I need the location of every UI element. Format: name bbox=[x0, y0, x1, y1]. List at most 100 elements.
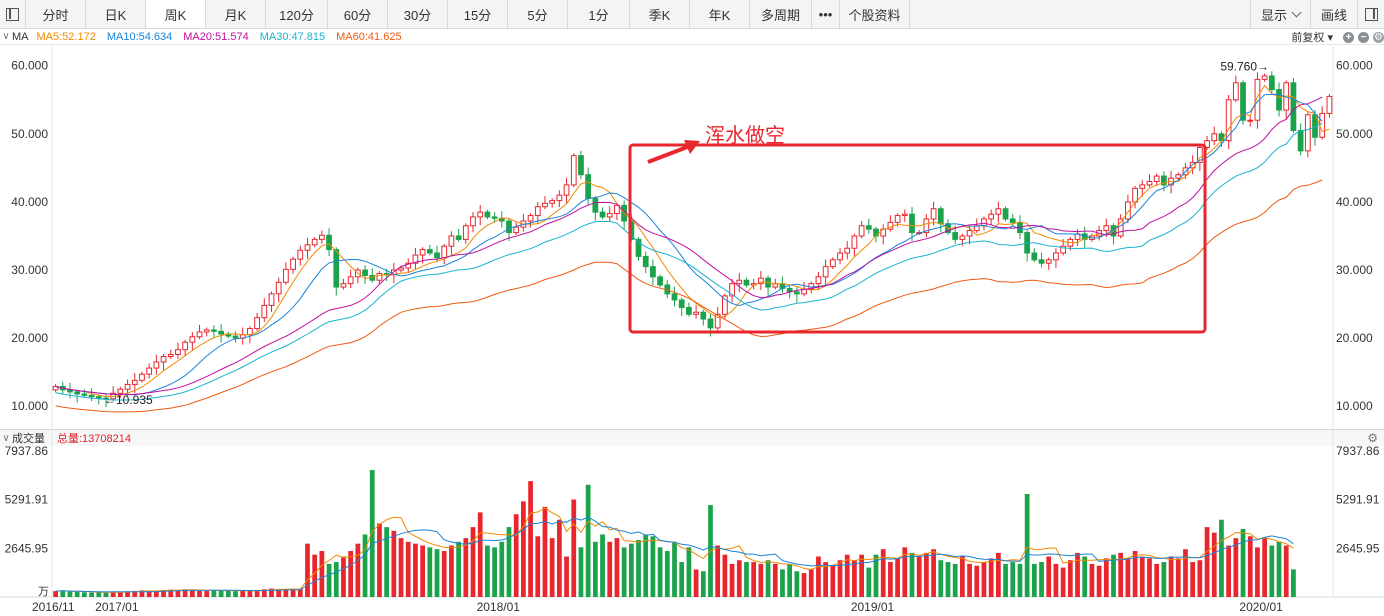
volume-bar bbox=[1175, 558, 1181, 597]
tab-9[interactable]: 1分 bbox=[568, 0, 630, 28]
candle-body bbox=[693, 311, 699, 315]
volume-bar bbox=[312, 554, 318, 597]
tab-7[interactable]: 15分 bbox=[448, 0, 508, 28]
price-adjust-dropdown[interactable]: 前复权 ▾ bbox=[1291, 29, 1333, 45]
volume-bar bbox=[556, 519, 562, 597]
volume-bar bbox=[326, 563, 332, 597]
collapse-chevron-icon[interactable]: ∨ bbox=[2, 31, 10, 42]
candle-body bbox=[786, 287, 793, 293]
annotation-arrow-line bbox=[647, 144, 691, 164]
candle-body bbox=[232, 335, 239, 339]
volume-bar bbox=[463, 538, 469, 597]
candle-body bbox=[1283, 82, 1290, 111]
annotation-label: 浑水做空 bbox=[705, 124, 785, 147]
candle-body bbox=[757, 277, 764, 285]
volume-bar bbox=[808, 569, 814, 597]
candle-body bbox=[1031, 252, 1038, 261]
volume-bar bbox=[153, 591, 159, 597]
candle-body bbox=[988, 213, 995, 220]
volume-bar bbox=[139, 590, 145, 597]
candle-body bbox=[520, 220, 527, 228]
candle-body bbox=[635, 238, 642, 257]
candle-body bbox=[1060, 245, 1067, 254]
candle-body bbox=[858, 225, 865, 237]
zoom-out-icon[interactable]: − bbox=[1358, 31, 1369, 43]
gear-icon[interactable]: ⚙ bbox=[1367, 431, 1378, 445]
annotation-box bbox=[628, 143, 1207, 334]
volume-bar bbox=[333, 562, 339, 597]
candle-body bbox=[52, 385, 59, 391]
tab-1[interactable]: 日K bbox=[86, 0, 146, 28]
draw-line-button[interactable]: 画线 bbox=[1311, 0, 1357, 28]
zoom-in-icon[interactable]: + bbox=[1343, 31, 1354, 43]
volume-bar bbox=[621, 547, 627, 597]
volume-bar bbox=[60, 590, 66, 597]
candle-body bbox=[837, 252, 843, 261]
tab-4[interactable]: 120分 bbox=[266, 0, 328, 28]
tab-6[interactable]: 30分 bbox=[388, 0, 448, 28]
candle-body bbox=[1204, 140, 1210, 148]
tab-14[interactable]: 个股资料 bbox=[840, 0, 910, 28]
candle-body bbox=[275, 281, 282, 295]
volume-bar bbox=[413, 543, 418, 597]
sidebar-toggle-button[interactable] bbox=[0, 0, 26, 28]
toolbar-divider bbox=[1249, 0, 1251, 28]
volume-bar bbox=[772, 563, 778, 597]
candle-body bbox=[1268, 75, 1275, 91]
candle-body bbox=[1189, 161, 1196, 169]
tab-11[interactable]: 年K bbox=[690, 0, 750, 28]
tab-10[interactable]: 季K bbox=[630, 0, 690, 28]
candle-body bbox=[873, 228, 879, 237]
volume-bar bbox=[643, 534, 649, 597]
price-tick-label: 50.000 bbox=[1336, 127, 1373, 141]
tab-0[interactable]: 分时 bbox=[26, 0, 86, 28]
candle-body bbox=[498, 217, 505, 222]
ma20-line bbox=[55, 96, 1323, 395]
expand-panel-button[interactable] bbox=[1358, 0, 1384, 28]
volume-tick-label: 7937.86 bbox=[1336, 444, 1380, 458]
annotation-arrow-head bbox=[684, 140, 700, 154]
volume-bar bbox=[967, 563, 972, 597]
volume-bar bbox=[74, 591, 80, 597]
period-toolbar: 分时 日K 周K 月K 120分 60分 30分 15分 5分 1分 季K 年K 多周期 ••• 个股资料 … bbox=[0, 0, 1384, 29]
tab-8[interactable]: 5分 bbox=[508, 0, 568, 28]
ma10-line bbox=[55, 93, 1323, 396]
volume-bar bbox=[240, 590, 246, 597]
volume-bar bbox=[247, 590, 253, 597]
volume-total: 总量:13708214 bbox=[57, 433, 131, 445]
volume-bar bbox=[269, 588, 274, 597]
candle-body bbox=[1081, 233, 1088, 240]
tab-2[interactable]: 周K bbox=[146, 0, 206, 28]
volume-bar bbox=[261, 589, 267, 597]
ma-tools: 前复权 ▾ + − ⚙ bbox=[1291, 29, 1384, 45]
volume-bar bbox=[189, 590, 195, 597]
settings-icon[interactable]: ⚙ bbox=[1373, 31, 1384, 43]
candle-body bbox=[160, 356, 167, 363]
volume-bar bbox=[1024, 493, 1030, 597]
candle-body bbox=[203, 329, 210, 333]
dropdown-caret-icon: ▾ bbox=[1327, 32, 1333, 44]
candle-body bbox=[578, 155, 584, 176]
tab-3[interactable]: 月K bbox=[206, 0, 266, 28]
candle-body bbox=[650, 266, 656, 278]
candle-body bbox=[923, 218, 930, 234]
collapse-chevron-icon[interactable]: ∨ bbox=[2, 432, 10, 444]
candle-body bbox=[779, 283, 786, 289]
tab-13[interactable]: ••• bbox=[812, 0, 840, 28]
toolbar-divider bbox=[1309, 0, 1311, 28]
volume-tick-label: 2645.95 bbox=[5, 541, 49, 555]
candle-body bbox=[916, 232, 923, 235]
candle-body bbox=[311, 238, 318, 246]
display-dropdown[interactable]: 显示 bbox=[1251, 0, 1310, 28]
display-label: 显示 bbox=[1260, 7, 1287, 23]
volume-bar bbox=[1291, 569, 1296, 597]
volume-bar bbox=[1183, 549, 1188, 597]
volume-bar bbox=[132, 590, 138, 597]
tab-12[interactable]: 多周期 bbox=[750, 0, 812, 28]
volume-bar bbox=[377, 523, 382, 597]
candle-body bbox=[1261, 75, 1268, 80]
tab-5[interactable]: 60分 bbox=[328, 0, 388, 28]
price-tick-label: 30.000 bbox=[1336, 263, 1373, 277]
candle-body bbox=[1182, 167, 1189, 176]
